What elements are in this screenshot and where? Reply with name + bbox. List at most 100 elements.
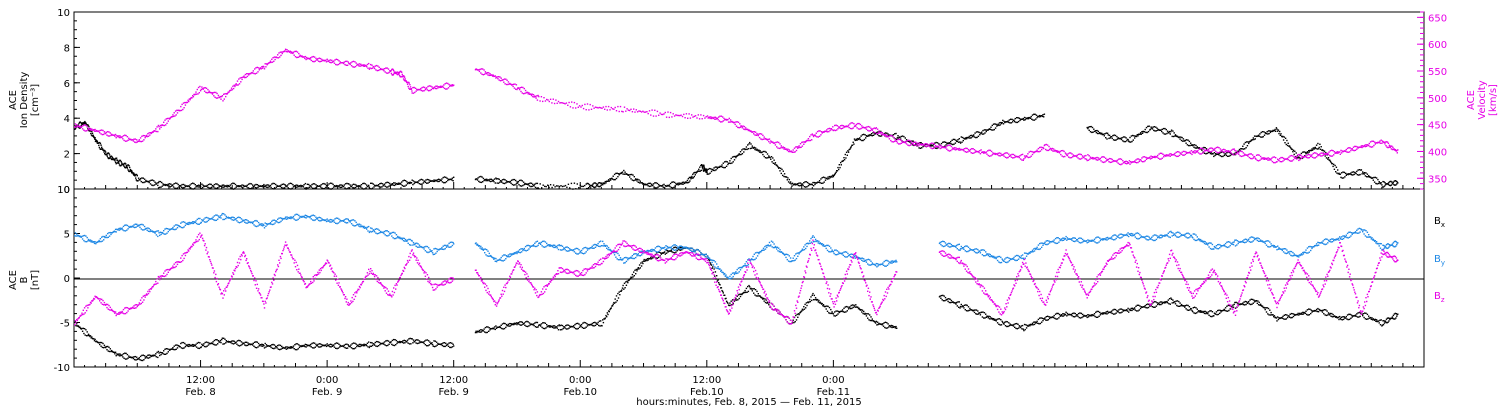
top-point-density: [306, 187, 308, 189]
top-point-velocity: [853, 123, 855, 125]
top-point-density: [1164, 127, 1166, 130]
top-point-density: [919, 147, 922, 149]
top-point-velocity: [530, 93, 532, 95]
top-point-density: [710, 170, 713, 173]
top-point-density: [417, 182, 419, 184]
bottom-point-Bx: [199, 342, 201, 344]
top-point-velocity: [912, 142, 914, 144]
top-point-density: [777, 166, 779, 168]
top-point-density: [1306, 151, 1309, 153]
top-point-velocity: [437, 87, 439, 89]
top-point-density: [1017, 117, 1019, 119]
top-point-velocity: [497, 78, 499, 80]
bottom-point-Bx: [157, 350, 160, 353]
top-point-velocity: [669, 111, 672, 114]
top-point-density: [226, 186, 229, 188]
top-point-velocity: [923, 143, 926, 145]
top-point-density: [83, 121, 85, 124]
bottom-point-Bx: [408, 338, 410, 340]
top-point-density: [1317, 148, 1320, 150]
top-point-velocity: [521, 92, 523, 94]
x-tick-time-1: 0:00: [316, 375, 338, 386]
bottom-point-Bx: [279, 348, 281, 351]
top-point-velocity: [762, 134, 764, 137]
top-point-density: [191, 188, 193, 190]
top-point-velocity: [945, 146, 947, 148]
top-point-density: [751, 147, 753, 149]
top-point-density: [780, 172, 782, 175]
top-point-velocity: [375, 69, 377, 71]
top-point-density: [341, 184, 343, 187]
top-point-velocity: [1335, 151, 1338, 153]
bottom-point-Bx: [347, 344, 349, 346]
top-point-density: [964, 138, 966, 140]
bottom-point-Bx: [99, 343, 101, 346]
top-point-velocity: [168, 118, 171, 120]
bottom-point-Bx: [91, 336, 93, 338]
top-point-density: [722, 166, 724, 168]
top-point-density: [395, 184, 397, 186]
top-point-velocity: [397, 73, 399, 76]
top-point-velocity: [578, 105, 581, 107]
top-point-velocity: [1154, 156, 1156, 159]
top-point-density: [87, 124, 89, 126]
top-point-density: [586, 187, 588, 190]
top-point-density: [485, 179, 487, 182]
top-point-density: [663, 183, 665, 186]
top-point-velocity: [1309, 154, 1311, 156]
top-point-density: [1157, 128, 1160, 131]
bottom-point-Bx: [366, 342, 369, 344]
top-point-velocity: [604, 108, 606, 110]
top-point-density: [758, 151, 761, 153]
top-point-velocity: [317, 60, 320, 62]
top-point-velocity: [1124, 161, 1126, 163]
top-point-velocity: [668, 116, 670, 119]
top-point-velocity: [87, 129, 89, 131]
top-point-density: [390, 184, 392, 186]
top-point-velocity: [528, 92, 530, 94]
top-point-density: [1213, 152, 1216, 154]
top-point-velocity: [299, 54, 301, 56]
top-point-velocity: [346, 64, 349, 66]
top-point-velocity: [800, 146, 802, 148]
top-point-velocity: [973, 152, 975, 154]
top-point-velocity: [83, 124, 86, 126]
top-point-velocity: [1216, 151, 1218, 154]
top-point-velocity: [1363, 145, 1365, 147]
top-point-velocity: [1268, 159, 1270, 161]
top-point-velocity: [1221, 149, 1223, 151]
top-point-density: [357, 185, 359, 187]
top-point-velocity: [1179, 152, 1181, 154]
top-point-density: [1243, 143, 1245, 145]
top-point-density: [404, 180, 407, 182]
top-point-density: [291, 187, 293, 189]
top-point-velocity: [319, 57, 322, 60]
bottom-point-Bx: [520, 324, 523, 326]
top-point-density: [1219, 155, 1222, 157]
top-point-density: [114, 160, 116, 162]
top-point-density: [509, 181, 511, 183]
top-point-velocity: [848, 126, 850, 129]
top-point-density: [705, 168, 708, 171]
top-point-density: [369, 188, 371, 190]
top-point-density: [299, 186, 301, 188]
top-point-velocity: [722, 116, 724, 118]
top-point-density: [197, 184, 200, 186]
top-point-velocity: [1215, 150, 1217, 153]
top-point-density: [498, 178, 500, 180]
top-point-velocity: [1242, 152, 1245, 154]
top-point-density: [621, 171, 624, 173]
top-point-density: [1325, 151, 1327, 154]
top-point-density: [1332, 165, 1334, 168]
top-point-velocity: [449, 85, 451, 87]
top-point-velocity: [831, 129, 833, 131]
top-point-velocity: [1272, 156, 1274, 158]
top-point-velocity: [430, 85, 432, 87]
top-point-velocity: [1039, 146, 1041, 149]
top-point-density: [387, 186, 389, 188]
top-point-density: [861, 139, 863, 142]
top-point-density: [144, 181, 146, 183]
top-point-velocity: [747, 128, 749, 131]
top-point-density: [1154, 130, 1156, 132]
bottom-point-Bx: [479, 331, 481, 333]
